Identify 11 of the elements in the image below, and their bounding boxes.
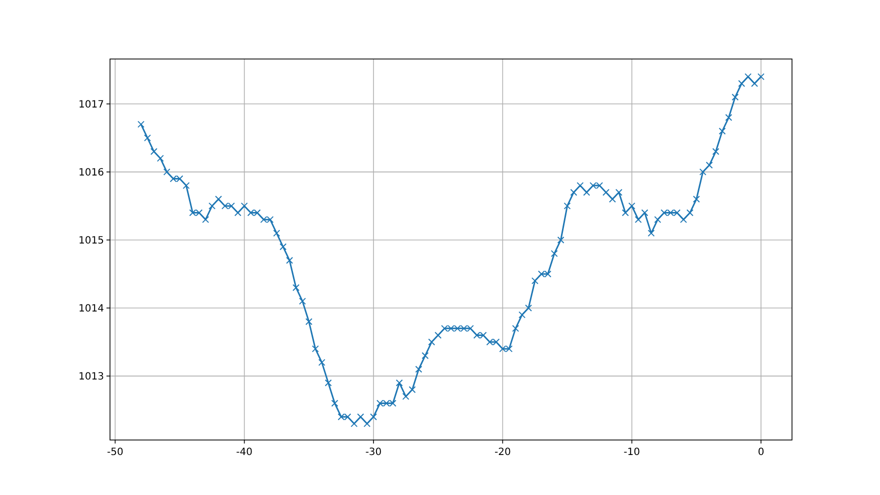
x-tick-label: 0 <box>758 447 764 458</box>
y-tick-label: 1013 <box>78 372 104 383</box>
x-tick-label: -50 <box>106 447 124 458</box>
y-tick-label: 1017 <box>78 99 104 110</box>
x-tick-label: -20 <box>494 447 511 458</box>
x-tick-label: -30 <box>365 447 382 458</box>
x-tick-label: -10 <box>624 447 640 458</box>
y-tick-label: 1016 <box>78 167 104 178</box>
y-tick-label: 1014 <box>78 304 104 315</box>
y-tick-label: 1015 <box>78 235 104 246</box>
x-tick-label: -40 <box>236 447 253 458</box>
